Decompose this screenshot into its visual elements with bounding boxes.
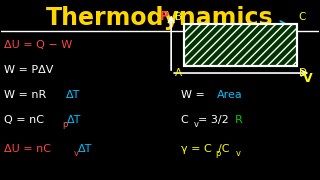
Text: C: C (299, 12, 306, 22)
Text: A: A (175, 68, 182, 78)
Text: v: v (236, 149, 241, 158)
Text: ΔT: ΔT (67, 115, 81, 125)
Bar (184, 24, 297, 66)
Text: D: D (299, 68, 307, 78)
Text: p: p (62, 120, 67, 129)
Text: ΔU = Q − W: ΔU = Q − W (4, 40, 72, 50)
Text: C: C (181, 115, 188, 125)
Text: v: v (194, 120, 198, 129)
Text: p: p (215, 149, 220, 158)
Text: B: B (175, 12, 182, 22)
Text: W = PΔV: W = PΔV (4, 65, 53, 75)
Text: Thermodynamics: Thermodynamics (46, 6, 274, 30)
Text: = 3/2: = 3/2 (197, 115, 228, 125)
Text: ΔT: ΔT (78, 144, 92, 154)
Text: ΔU = nC: ΔU = nC (4, 144, 51, 154)
Text: V: V (303, 72, 313, 85)
Text: v: v (73, 149, 78, 158)
Text: Q = nC: Q = nC (4, 115, 44, 125)
Text: ΔT: ΔT (66, 90, 80, 100)
Text: R: R (235, 115, 243, 125)
Bar (184, 24, 297, 66)
Text: P: P (160, 10, 169, 23)
Text: γ = C: γ = C (181, 144, 212, 154)
Text: W = nR: W = nR (4, 90, 46, 100)
Text: Area: Area (217, 90, 243, 100)
Text: /C: /C (218, 144, 230, 154)
Text: W =: W = (181, 90, 208, 100)
